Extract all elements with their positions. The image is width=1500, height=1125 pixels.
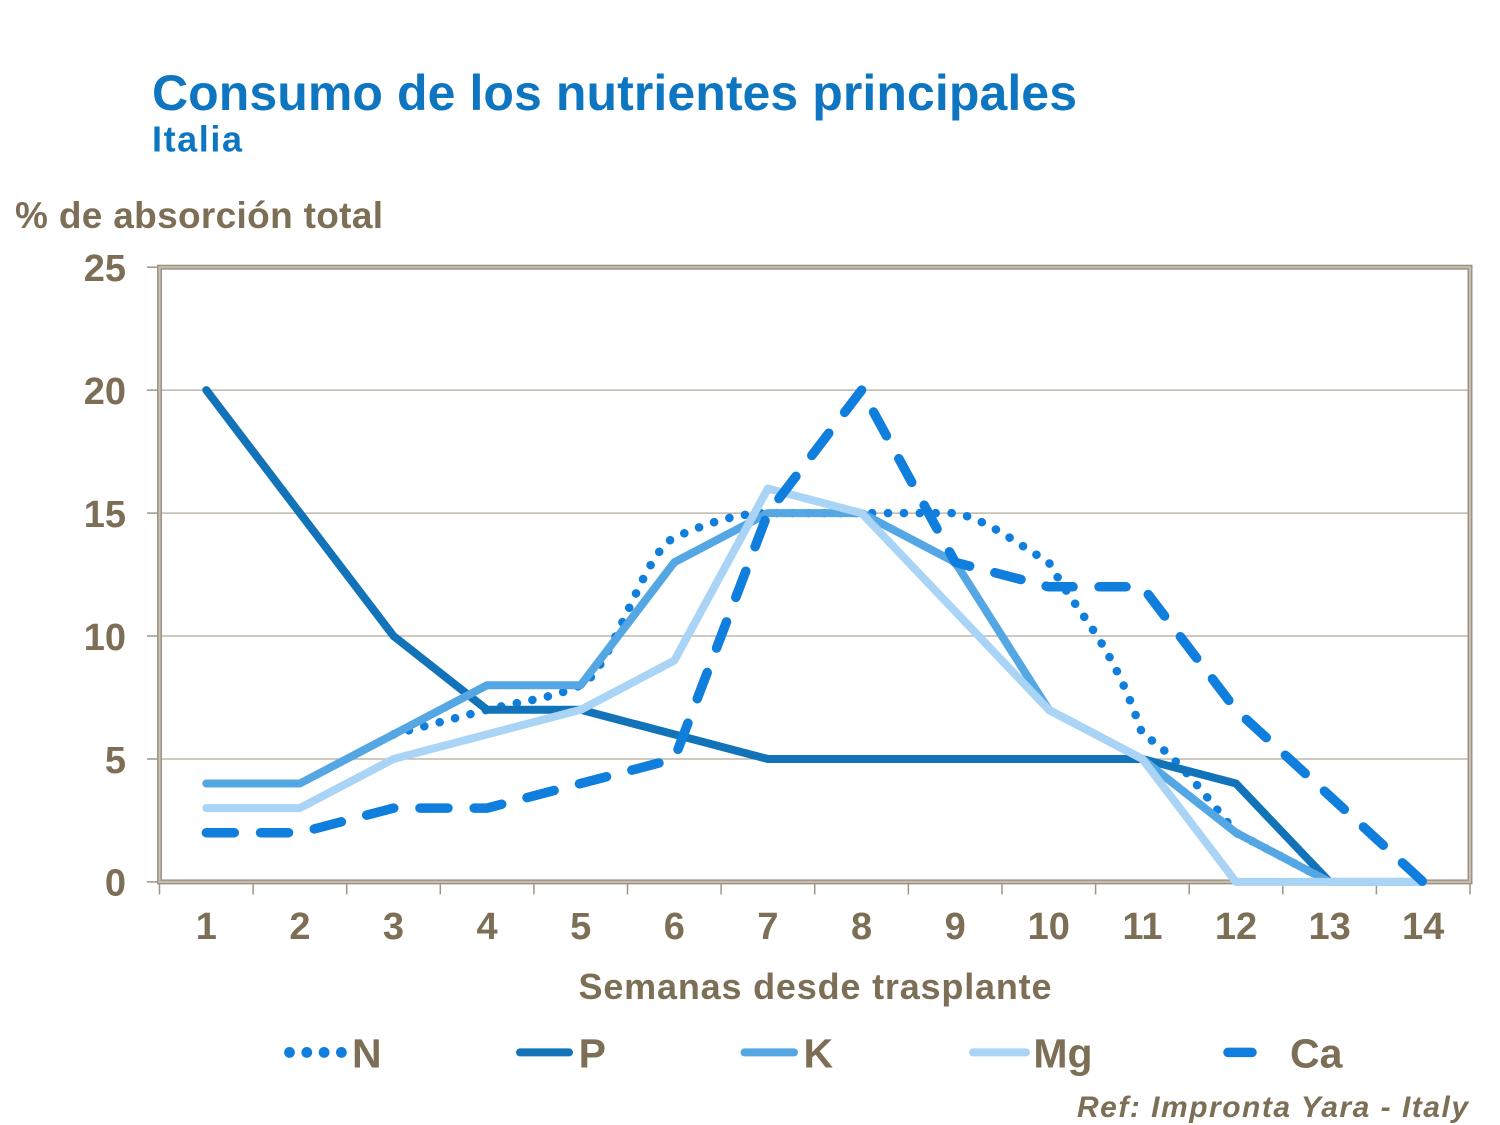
svg-text:Consumo de los nutrientes prin: Consumo de los nutrientes principales: [152, 65, 1077, 121]
svg-text:P: P: [579, 1031, 606, 1077]
svg-text:Ca: Ca: [1290, 1031, 1344, 1077]
svg-text:25: 25: [84, 248, 126, 290]
svg-text:4: 4: [477, 906, 498, 948]
svg-text:Mg: Mg: [1033, 1031, 1092, 1077]
svg-text:2: 2: [289, 906, 310, 948]
svg-text:0: 0: [105, 863, 126, 905]
svg-text:7: 7: [757, 906, 778, 948]
svg-text:Ref: Impronta Yara - Italy: Ref: Impronta Yara - Italy: [1077, 1091, 1469, 1124]
svg-text:15: 15: [84, 494, 126, 536]
svg-text:6: 6: [664, 906, 685, 948]
svg-text:13: 13: [1308, 906, 1350, 948]
svg-text:N: N: [352, 1031, 382, 1077]
svg-text:1: 1: [196, 906, 217, 948]
svg-text:10: 10: [1028, 906, 1070, 948]
svg-text:14: 14: [1402, 906, 1444, 948]
svg-text:K: K: [804, 1031, 834, 1077]
svg-text:% de absorción total: % de absorción total: [15, 195, 383, 236]
svg-text:3: 3: [383, 906, 404, 948]
svg-text:9: 9: [945, 906, 966, 948]
svg-text:20: 20: [84, 371, 126, 413]
svg-text:8: 8: [851, 906, 872, 948]
svg-text:11: 11: [1122, 906, 1162, 948]
svg-text:Semanas desde trasplante: Semanas desde trasplante: [579, 966, 1052, 1007]
svg-text:12: 12: [1215, 906, 1257, 948]
svg-text:10: 10: [84, 617, 126, 659]
svg-text:5: 5: [105, 740, 126, 782]
svg-text:5: 5: [570, 906, 591, 948]
